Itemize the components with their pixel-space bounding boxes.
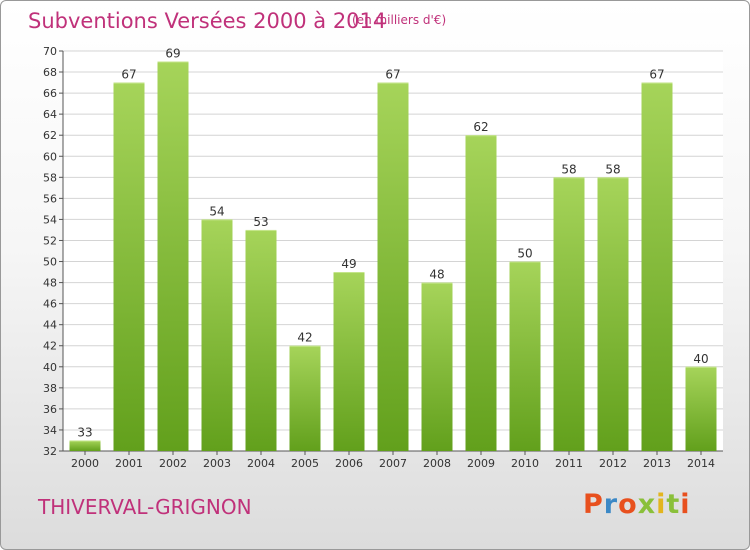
y-tick-label: 38: [43, 382, 57, 395]
bar-chart: 32 34 36 38 40 42 44 46 48 50 52 54 56 58 60 62 64 66 68 70…: [43, 45, 723, 470]
data-label-2000: 33: [77, 425, 92, 439]
bar-2014: [685, 366, 717, 451]
data-label-2010: 50: [517, 247, 532, 261]
y-tick-label: 46: [43, 298, 57, 311]
data-label-2011: 58: [561, 162, 576, 176]
axes: 32 34 36 38 40 42 44 46 48 50 52 54 56 58 60 62 64 66 68 70…: [43, 45, 723, 470]
y-tick-label: 58: [43, 171, 57, 184]
y-tick-label: 56: [43, 192, 57, 205]
y-tick-label: 40: [43, 361, 57, 374]
logo-letter: x: [637, 489, 657, 520]
data-label-2001: 67: [121, 68, 136, 82]
bar-2003: [201, 219, 233, 451]
data-label-2004: 53: [253, 215, 268, 229]
y-tick-label: 62: [43, 129, 57, 142]
x-tick-label: 2009: [467, 457, 495, 470]
data-label-2008: 48: [429, 268, 444, 282]
chart-unit-subtitle: (en milliers d'€): [352, 13, 447, 27]
x-tick-label: 2002: [159, 457, 187, 470]
y-tick-label: 34: [43, 424, 57, 437]
y-tick-label: 66: [43, 87, 57, 100]
logo-letter: o: [618, 489, 638, 520]
data-label-2007: 67: [385, 68, 400, 82]
x-tick-label: 2000: [71, 457, 99, 470]
x-tick-label: 2001: [115, 457, 143, 470]
bar-2007: [377, 82, 409, 451]
x-tick-label: 2012: [599, 457, 627, 470]
y-tick-label: 36: [43, 403, 57, 416]
bar-2013: [641, 82, 673, 451]
page-title: Subventions Versées 2000 à 2014: [28, 9, 387, 33]
y-tick-label: 64: [43, 108, 57, 121]
logo-letter: i: [656, 489, 667, 520]
bar-2002: [157, 61, 189, 452]
logo-letter: r: [603, 489, 619, 520]
y-tick-label: 32: [43, 445, 57, 458]
x-tick-label: 2013: [643, 457, 671, 470]
y-tick-label: 70: [43, 45, 57, 58]
x-tick-label: 2008: [423, 457, 451, 470]
y-tick-label: 60: [43, 150, 57, 163]
logo-letter: t: [666, 489, 681, 520]
bar-2008: [421, 282, 453, 451]
x-tick-label: 2014: [687, 457, 715, 470]
data-label-2002: 69: [165, 47, 180, 61]
x-tick-label: 2005: [291, 457, 319, 470]
commune-name: THIVERVAL-GRIGNON: [38, 495, 252, 519]
y-tick-label: 54: [43, 213, 57, 226]
bar-2000: [69, 440, 101, 451]
x-tick-label: 2007: [379, 457, 407, 470]
x-tick-label: 2003: [203, 457, 231, 470]
bar-2006: [333, 272, 365, 451]
y-tick-label: 48: [43, 277, 57, 290]
x-tick-label: 2010: [511, 457, 539, 470]
data-label-2013: 67: [649, 68, 664, 82]
y-tick-label: 44: [43, 319, 57, 332]
x-tick-label: 2004: [247, 457, 275, 470]
x-tick-label: 2011: [555, 457, 583, 470]
logo-letter: i: [680, 489, 691, 520]
bars: [69, 61, 717, 452]
data-label-2003: 54: [209, 204, 224, 218]
data-label-2012: 58: [605, 162, 620, 176]
data-label-2009: 62: [473, 120, 488, 134]
bar-2004: [245, 229, 277, 451]
data-label-2005: 42: [297, 331, 312, 345]
bar-2012: [597, 177, 629, 451]
y-tick-label: 42: [43, 340, 57, 353]
bar-2009: [465, 135, 497, 452]
y-tick-label: 50: [43, 256, 57, 269]
x-tick-label: 2006: [335, 457, 363, 470]
bar-2005: [289, 345, 321, 451]
bar-2001: [113, 82, 145, 451]
data-labels: 33 67 69 54 53 42 49 67 48 62 50 58 58 67 40: [77, 47, 708, 440]
logo-letter: P: [583, 489, 604, 520]
data-label-2006: 49: [341, 257, 356, 271]
bar-2011: [553, 177, 585, 451]
y-tick-label: 52: [43, 234, 57, 247]
y-tick-label: 68: [43, 66, 57, 79]
data-label-2014: 40: [693, 352, 708, 366]
proxiti-logo[interactable]: Proxiti: [583, 489, 691, 520]
bar-2010: [509, 261, 541, 451]
